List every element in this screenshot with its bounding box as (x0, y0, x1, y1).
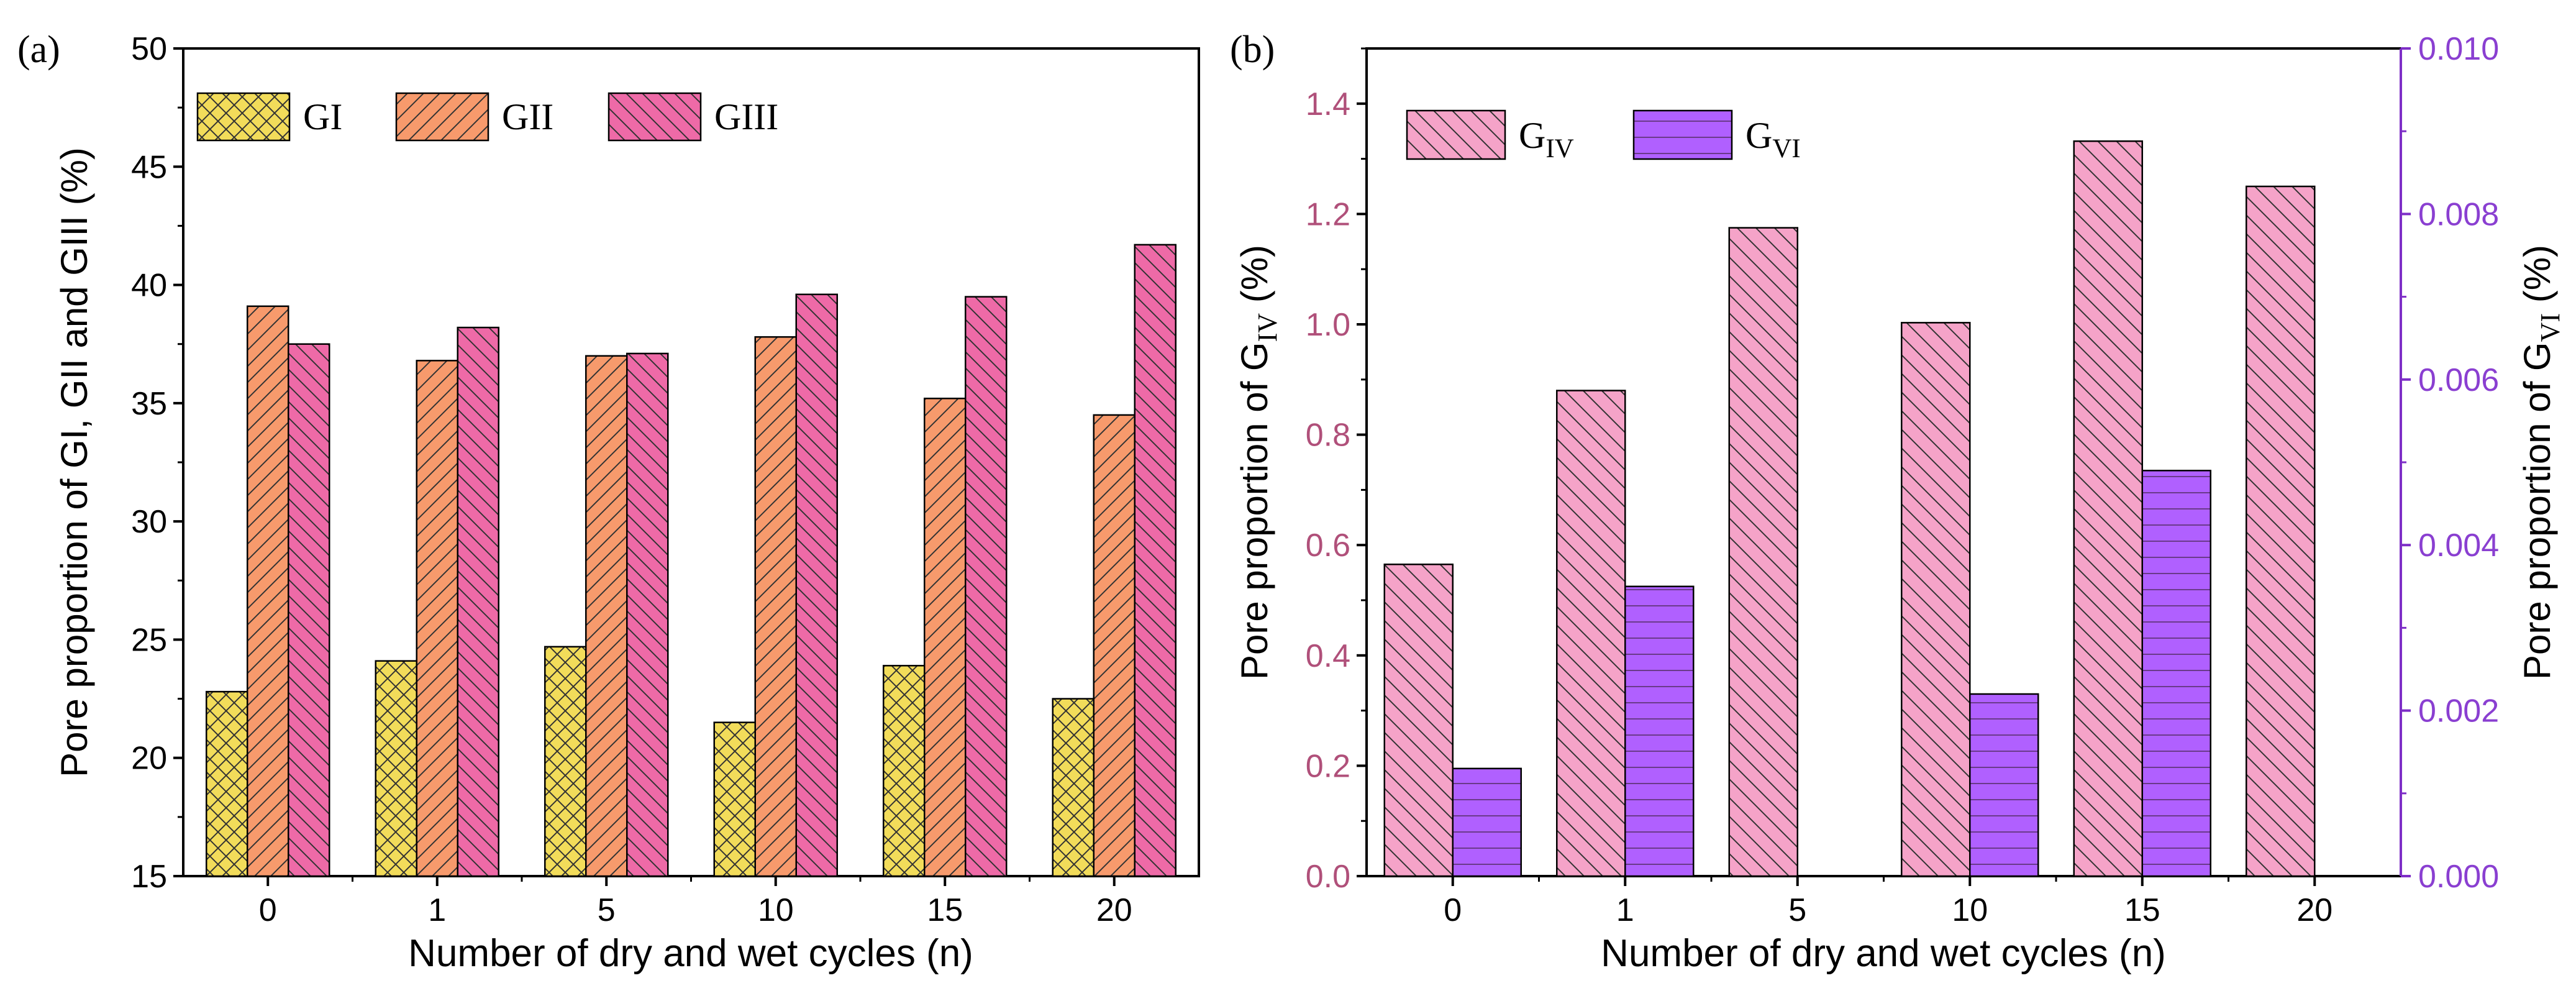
bar-gvi-10 (1969, 693, 2039, 877)
a-y-tick-label: 40 (131, 268, 167, 304)
bar-giii-0 (288, 343, 330, 877)
bar-gii-0 (247, 305, 289, 877)
bar-gvi-1 (1624, 585, 1695, 877)
a-x-tick-label: 5 (598, 892, 616, 928)
b-left-y-tick-label: 0.6 (1306, 528, 1350, 564)
bar-giv-20 (2246, 185, 2316, 877)
bar-giv-15 (2073, 140, 2143, 877)
legend-label-gi: GI (303, 96, 342, 137)
legend-label-gvi: GVI (1745, 115, 1801, 163)
a-y-tick-label: 25 (131, 622, 167, 658)
a-y-tick-label: 15 (131, 859, 167, 895)
bar-giii-20 (1134, 244, 1176, 877)
bar-gii-15 (924, 397, 967, 877)
a-x-tick-label: 10 (758, 892, 794, 928)
a-x-tick-label: 1 (428, 892, 446, 928)
legend-label-gii: GII (502, 96, 553, 137)
panel-b-left-y-axis-label: Pore proportion of GIV (%) (1234, 245, 1283, 680)
bar-giii-1 (457, 326, 499, 877)
b-right-y-tick-label: 0.002 (2418, 693, 2499, 729)
bar-gii-1 (416, 360, 458, 877)
panel-a-x-axis: 0 1 5 10 15 20 (259, 876, 1132, 928)
legend-label-giv: GIV (1519, 115, 1574, 163)
a-x-tick-label: 15 (927, 892, 963, 928)
panel-b-right-y-axis: 0.000 0.002 0.004 0.006 0.008 0.010 (2401, 31, 2499, 895)
panel-a-y-axis-label: Pore proportion of GI, GII and GIII (%) (53, 147, 95, 777)
b-x-tick-label: 0 (1444, 892, 1462, 928)
b-left-y-tick-label: 0.8 (1306, 418, 1350, 454)
bar-giii-5 (626, 352, 669, 877)
legend-swatch-giii (608, 92, 702, 142)
b-x-tick-label: 1 (1616, 892, 1634, 928)
legend-swatch-gvi (1632, 109, 1733, 160)
b-x-tick-label: 15 (2124, 892, 2160, 928)
b-left-y-tick-label: 0.4 (1306, 638, 1350, 674)
bar-gi-15 (883, 665, 926, 877)
b-right-y-tick-label: 0.008 (2418, 196, 2499, 232)
bar-gi-10 (713, 721, 756, 877)
bar-giii-15 (965, 296, 1008, 877)
b-x-tick-label: 5 (1788, 892, 1806, 928)
a-x-tick-label: 0 (259, 892, 277, 928)
bar-gii-10 (754, 336, 797, 877)
bar-gvi-0 (1452, 767, 1522, 877)
bar-giv-1 (1556, 390, 1626, 877)
legend-swatch-gi (196, 92, 291, 142)
b-right-y-tick-label: 0.010 (2418, 31, 2499, 67)
panel-b-chart: (b) 0.00.20.40.60.81.01.21.4 0.0000.0020… (1230, 29, 2565, 975)
panel-b-bars (1383, 140, 2383, 877)
a-y-tick-label: 50 (131, 31, 167, 67)
bar-giii-10 (795, 293, 838, 877)
bar-giv-5 (1728, 227, 1798, 877)
b-right-y-tick-label: 0.000 (2418, 859, 2499, 895)
legend-label-giii: GIII (714, 96, 778, 137)
b-left-y-tick-label: 0.2 (1306, 748, 1350, 784)
bar-gvi-15 (2141, 470, 2211, 877)
a-y-tick-label: 20 (131, 741, 167, 777)
bar-giv-0 (1383, 564, 1454, 877)
b-left-y-tick-label: 1.0 (1306, 307, 1350, 343)
panel-a-label: (a) (17, 29, 60, 71)
bar-gii-5 (585, 355, 628, 877)
panel-a-plot-frame (182, 47, 1200, 877)
panel-a-legend: GI GII GIII (196, 92, 778, 142)
panel-b-legend: GIV GVI (1406, 109, 1801, 163)
b-left-y-tick-label: 0.0 (1306, 859, 1350, 895)
a-y-tick-label: 35 (131, 386, 167, 422)
panel-b-x-axis: 0 1 5 10 15 20 (1444, 876, 2333, 928)
b-left-y-tick-label: 1.2 (1306, 196, 1350, 232)
bar-gi-0 (206, 690, 248, 877)
legend-swatch-gii (395, 92, 489, 142)
bar-giv-10 (1901, 322, 1971, 877)
b-left-y-tick-label: 1.4 (1306, 86, 1350, 122)
panel-b-right-y-axis-label: Pore proportion of GVI (%) (2516, 245, 2565, 680)
panel-b-left-y-axis: 0.0 0.2 0.4 0.6 0.8 1.0 1.2 1.4 (1306, 47, 1367, 895)
b-right-y-tick-label: 0.004 (2418, 528, 2499, 564)
panel-a-y-axis: 15 20 25 30 35 40 45 50 (131, 31, 183, 895)
panel-a-x-axis-label: Number of dry and wet cycles (n) (408, 932, 973, 975)
panel-b-x-axis-label: Number of dry and wet cycles (n) (1601, 932, 2166, 975)
panel-b-label: (b) (1230, 29, 1275, 71)
b-x-tick-label: 20 (2296, 892, 2333, 928)
bar-gi-1 (375, 660, 417, 877)
b-x-tick-label: 10 (1952, 892, 1988, 928)
bar-gi-20 (1052, 698, 1095, 877)
a-y-tick-label: 45 (131, 149, 167, 185)
b-right-y-tick-label: 0.006 (2418, 362, 2499, 398)
panel-a-bars (206, 244, 1176, 877)
a-x-tick-label: 20 (1096, 892, 1132, 928)
bar-gii-20 (1093, 414, 1136, 877)
bar-gi-5 (544, 646, 587, 877)
legend-swatch-giv (1406, 109, 1506, 160)
a-y-tick-label: 30 (131, 504, 167, 540)
